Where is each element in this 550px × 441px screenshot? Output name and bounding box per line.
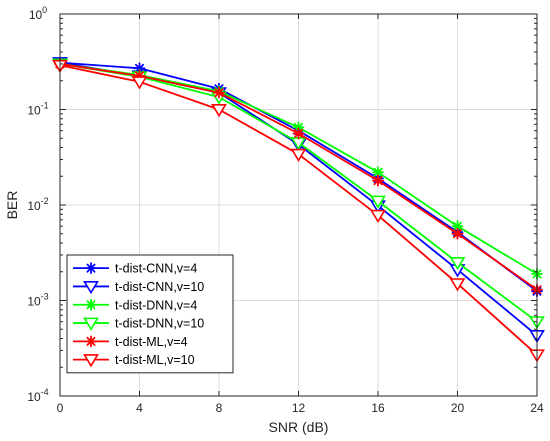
y-tick-label: 10-3 [27, 292, 48, 309]
legend-item: t-dist-ML,v=4 [73, 335, 188, 349]
marker-stroke [452, 229, 463, 239]
marker-stroke [86, 300, 96, 310]
data-point [372, 174, 384, 187]
data-point [449, 278, 466, 292]
series-layer [52, 56, 545, 363]
y-axis-title: BER [4, 191, 20, 220]
data-point [131, 76, 148, 90]
legend-item: t-dist-CNN,v=4 [73, 262, 197, 276]
x-axis-title: SNR (dB) [269, 419, 329, 435]
marker-stroke [293, 129, 304, 139]
legend-item: t-dist-DNN,v=10 [73, 317, 204, 331]
legend-label: t-dist-DNN,v=4 [115, 298, 197, 312]
legend-marker [85, 335, 97, 348]
x-tick-label: 4 [136, 401, 143, 415]
axis-ticks: 0 4 8 12 16 20 24 10-4 10-3 10-2 10-1 100 [27, 5, 544, 415]
legend-label: t-dist-CNN,v=4 [115, 262, 197, 276]
legend-label: t-dist-DNN,v=10 [115, 317, 204, 331]
data-point [213, 86, 225, 99]
data-point [292, 127, 305, 140]
y-tick-label: 10-2 [27, 196, 48, 213]
y-tick-label: 100 [29, 5, 47, 22]
legend-item: t-dist-DNN,v=4 [73, 298, 197, 312]
x-tick-label: 24 [530, 401, 544, 415]
legend: t-dist-CNN,v=4 t-dist-CNN,v=10 t-dist-DNN,… [66, 254, 234, 374]
marker-stroke [373, 167, 383, 177]
legend-box [66, 254, 234, 374]
x-tick-label: 16 [371, 401, 385, 415]
data-point [370, 195, 386, 209]
marker-stroke [293, 122, 304, 132]
data-point [290, 148, 307, 162]
legend-marker [83, 317, 99, 331]
x-tick-label: 12 [292, 401, 306, 415]
data-point [449, 257, 466, 271]
data-point [211, 104, 227, 118]
legend-label: t-dist-ML,v=10 [115, 353, 195, 367]
series-6 [52, 59, 545, 363]
data-point [451, 227, 464, 240]
legend-marker [85, 262, 97, 275]
data-point [370, 209, 386, 224]
marker-stroke [373, 176, 383, 186]
legend-item: t-dist-ML,v=10 [73, 353, 195, 368]
legend-marker [85, 298, 97, 311]
x-tick-label: 8 [216, 401, 223, 415]
marker-stroke [452, 221, 463, 231]
x-tick-label: 0 [57, 401, 64, 415]
legend-label: t-dist-CNN,v=10 [115, 280, 204, 294]
legend-label: t-dist-ML,v=4 [115, 335, 188, 349]
legend-item: t-dist-CNN,v=10 [73, 280, 204, 295]
legend-marker [83, 280, 99, 295]
marker-stroke [86, 336, 96, 346]
y-tick-label: 10-4 [27, 387, 48, 404]
legend-marker [83, 354, 99, 368]
marker-stroke [214, 88, 224, 98]
y-tick-label: 10-1 [27, 101, 48, 118]
x-tick-label: 20 [451, 401, 465, 415]
marker-stroke [86, 263, 96, 273]
